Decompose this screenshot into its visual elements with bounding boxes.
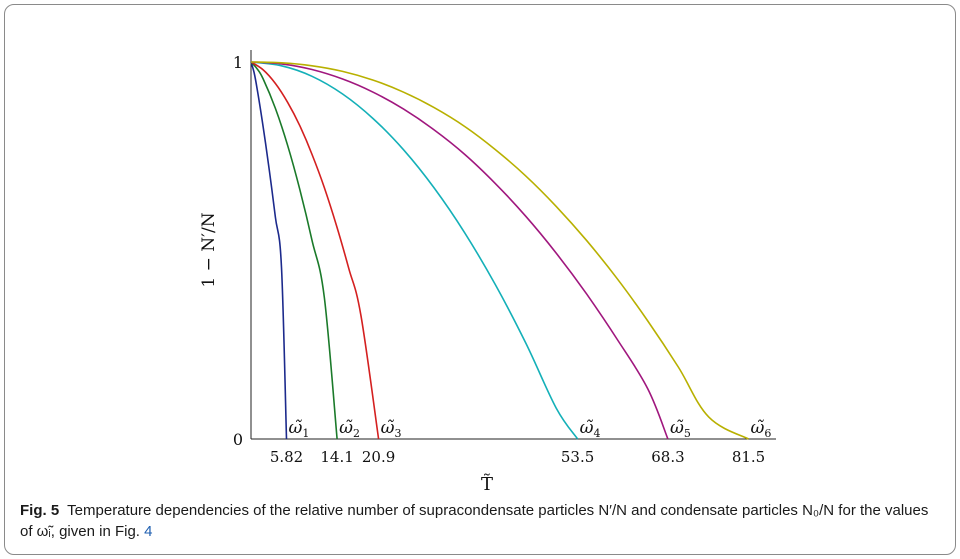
y-tick-label: 0	[233, 430, 243, 449]
series-label-5: ω̃5	[670, 418, 691, 440]
axes	[250, 50, 776, 440]
y-tick-label: 1	[233, 53, 243, 72]
x-tick-label: 14.1	[320, 448, 353, 466]
series-label-layer: ω̃1 ω̃2 ω̃3 ω̃4 ω̃5 ω̃6	[289, 418, 772, 440]
line-chart: 015.82 14.1 20.9 53.5 68.3 81.5 ω̃1 ω̃2 ω̃3 ω̃4 ω…	[199, 50, 776, 495]
y-axis-label: 1 − N′/N	[199, 212, 219, 287]
figure-frame	[4, 4, 956, 555]
caption-text: Temperature dependencies of the relative…	[20, 502, 929, 540]
caption-label: Fig. 5	[20, 502, 60, 519]
series-label-1: ω̃1	[289, 418, 310, 440]
x-tick-label: 20.9	[362, 448, 395, 466]
x-tick-label: 81.5	[732, 448, 765, 466]
series-label-3: ω̃3	[381, 418, 402, 440]
series-line-6	[250, 61, 749, 440]
series-label-2: ω̃2	[339, 418, 360, 440]
tick-layer: 0 1 5.82 14.1 20.9 53.5 68.3 81.5	[233, 53, 765, 466]
series-label-6: ω̃6	[751, 418, 772, 440]
series-label-4: ω̃4	[580, 418, 601, 440]
series-line-5	[250, 61, 669, 440]
series-line-2	[250, 61, 338, 440]
series-layer	[250, 61, 749, 440]
x-tick-label: 68.3	[651, 448, 684, 466]
x-tick-label: 53.5	[561, 448, 594, 466]
x-tick-label: 5.82	[270, 448, 303, 466]
series-line-3	[250, 61, 380, 440]
x-axis-label: T̃	[481, 473, 493, 495]
series-line-4	[250, 61, 579, 440]
figure-caption: Fig. 5 Temperature dependencies of the re…	[20, 500, 945, 542]
series-line-1	[250, 61, 288, 440]
caption-figure-link[interactable]: 4	[144, 523, 153, 540]
